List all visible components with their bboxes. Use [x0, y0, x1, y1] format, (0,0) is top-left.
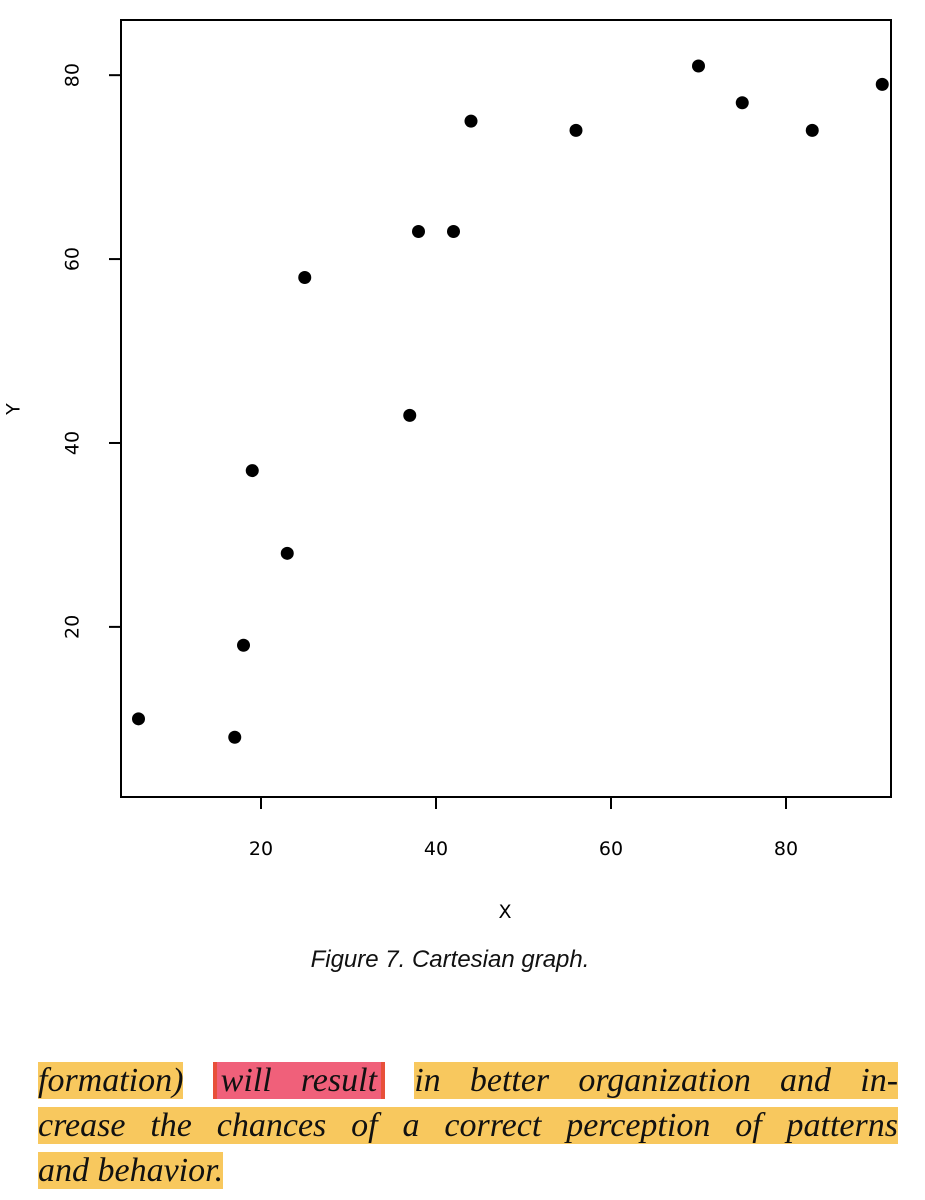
data-point — [875, 77, 889, 91]
highlight-yellow: and behavior. — [38, 1152, 224, 1189]
data-point — [447, 224, 460, 238]
x-tick-label: 80 — [774, 838, 798, 860]
highlight-yellow: crease the chances of a correct percepti… — [38, 1107, 898, 1144]
data-point — [245, 464, 259, 478]
data-point — [464, 114, 478, 128]
data-point — [805, 123, 819, 137]
y-tick-label: 40 — [62, 431, 84, 455]
paragraph-line-3: and behavior. — [38, 1148, 898, 1193]
data-point — [228, 730, 242, 744]
y-tick-label: 80 — [62, 63, 84, 87]
highlight-pink: will result — [212, 1062, 386, 1099]
x-axis-label: X — [498, 901, 511, 923]
data-points — [132, 59, 889, 744]
plot-frame — [120, 19, 892, 798]
paragraph-line-2: crease the chances of a correct percepti… — [38, 1103, 898, 1148]
figure-caption: Figure 7. Cartesian graph. — [310, 946, 590, 973]
y-tick-label: 60 — [62, 247, 84, 271]
x-tick-label: 60 — [599, 838, 623, 860]
highlight-yellow: formation) — [38, 1062, 184, 1099]
data-point — [735, 96, 749, 110]
x-axis-ticks: 20 40 60 80 — [249, 797, 798, 860]
data-point — [298, 270, 312, 284]
highlight-yellow: in better organization and in- — [414, 1062, 899, 1099]
scatter-chart: 20 40 60 80 20 40 60 80 X Y — [3, 19, 892, 923]
data-point — [403, 408, 417, 422]
data-point — [280, 546, 294, 560]
x-tick-label: 40 — [424, 838, 448, 860]
paragraph-line-1: formation) will result in better organiz… — [38, 1058, 899, 1103]
y-axis-ticks: 20 40 60 80 — [62, 63, 121, 639]
x-tick-label: 20 — [249, 838, 273, 860]
y-tick-label: 20 — [62, 615, 84, 639]
body-paragraph: formation) will result in better organiz… — [38, 1058, 899, 1193]
data-point — [237, 638, 250, 652]
data-point — [412, 224, 425, 238]
data-point — [569, 123, 583, 137]
data-point — [132, 712, 145, 726]
data-point — [692, 59, 705, 73]
y-axis-label: Y — [3, 403, 25, 416]
